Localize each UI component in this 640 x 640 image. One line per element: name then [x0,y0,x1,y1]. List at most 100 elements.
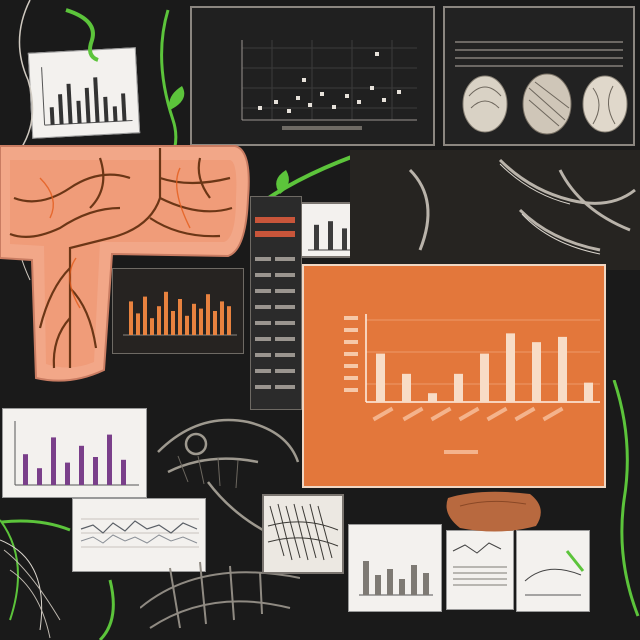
scatter-point [357,100,361,104]
scatter-point [375,52,379,56]
top-left-bar [76,100,82,124]
top-right-seed-panel [443,6,635,146]
center-white-bar [342,228,347,250]
orange-chart-bar [376,353,385,402]
scatter-point [302,78,306,82]
purple-bar [51,437,56,485]
orange-chart-bar [402,373,411,402]
center-white-bar [328,221,333,250]
purple-bar [93,457,98,485]
dark-orange-bar [178,299,182,335]
purple-bar [107,434,112,485]
purple-bar [23,454,28,485]
line-series-2 [80,534,198,544]
orange-chart-x-ticks [372,406,564,422]
orange-chart-bar [584,382,593,402]
orange-bar-chart [344,314,600,454]
dark-orange-bar [143,296,147,335]
dark-orange-bar [213,311,217,335]
bottom-card-3-chart [524,550,585,596]
bottom-card-3 [516,530,590,612]
top-left-mini-chart [41,67,133,126]
scatter-point [345,94,349,98]
purple-bar [65,462,70,485]
purple-chart-card [2,408,147,498]
bottom-card-2 [446,530,514,610]
dark-orange-bar [206,294,210,335]
leaf-icon [169,86,185,110]
top-left-chart-card [27,47,141,139]
right-edge-stem [612,380,640,617]
scatter-point [382,98,386,102]
top-left-bar [58,94,64,125]
orange-chart-bar [428,393,437,402]
scatter-point [274,100,278,104]
line-chart-card [72,498,206,572]
scatter-point [308,103,312,107]
seed-right [582,75,628,133]
orange-bar-chart-panel [302,264,606,488]
brown-organic-blob [446,491,541,532]
fibrous-tissue-drawing [267,503,339,561]
top-left-bar [121,93,127,122]
purple-bar-chart [14,421,139,486]
top-left-bar [103,96,109,122]
scatter-point [320,92,324,96]
orange-chart-bar [480,353,489,402]
seed-center [522,73,572,135]
bottom-card-2-chart [452,542,507,586]
data-table-strip [250,196,302,410]
dark-orange-bar [150,318,154,335]
scatter-point [287,109,291,113]
line-chart [80,518,199,548]
dark-orange-bar [227,306,231,335]
top-left-bar [112,106,118,122]
dark-orange-bar [199,308,203,335]
center-white-bar [314,224,319,250]
orange-chart-bar [558,336,567,402]
line-series-1 [80,520,198,534]
bone-framework [140,561,300,629]
leaf-icon [276,170,289,194]
orange-chart-bar [532,342,541,402]
purple-bar [79,445,84,485]
dark-orange-bar [192,303,196,335]
top-left-bar [84,87,91,123]
orange-chart-y-ticks [344,316,358,392]
scatter-point [258,106,262,110]
scatter-point [397,90,401,94]
bone-illustration [350,150,640,270]
bottom-left-sprig [0,519,115,640]
x-axis-caption-bar [282,126,362,130]
dark-orange-bar [171,311,175,335]
scatter-point [370,86,374,90]
orange-chart-xlabel-bar [444,450,478,454]
dark-orange-bar [136,313,140,335]
scatter-point [332,105,336,109]
dark-orange-bar [129,301,133,335]
vine-stem [65,8,99,62]
scatter-point [296,96,300,100]
bottom-card-1-chart [359,561,433,596]
orange-chart-bar [506,333,515,402]
top-left-bar [66,83,73,124]
dark-orange-bar [220,301,224,335]
purple-bar [121,459,126,485]
top-left-bar [49,107,55,125]
table-rows [255,217,295,389]
scatter-plot [241,40,417,130]
top-center-scatter-panel [190,6,435,146]
orange-chart-bar [454,373,463,402]
dark-bar-chart [123,291,237,336]
bottom-card-1 [348,524,442,612]
root-tissue-illustration [0,145,250,382]
left-sprig [0,519,19,621]
top-left-bar [93,77,100,123]
fibrous-tissue-panel [262,494,344,574]
dark-orange-bar [157,306,161,335]
dark-orange-bar [185,315,189,335]
vein-network [9,148,233,369]
dark-orange-bar [164,291,168,335]
dark-bar-chart-panel [112,268,244,354]
